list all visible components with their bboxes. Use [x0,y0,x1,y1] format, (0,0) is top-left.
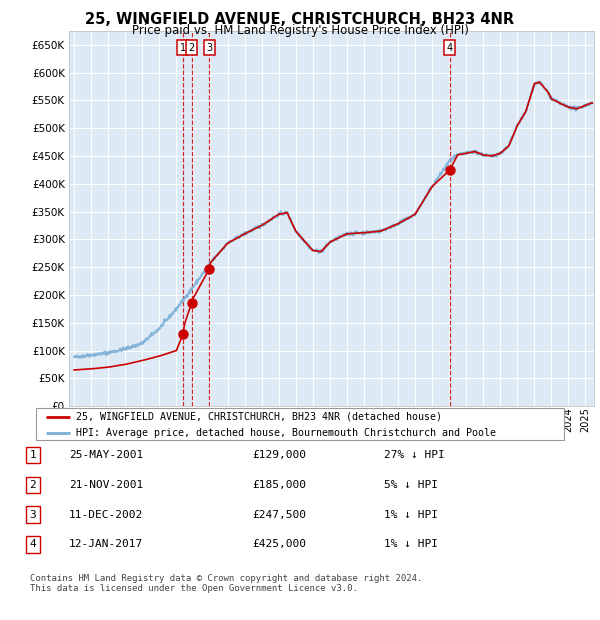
Text: Contains HM Land Registry data © Crown copyright and database right 2024.: Contains HM Land Registry data © Crown c… [30,574,422,583]
Text: 21-NOV-2001: 21-NOV-2001 [69,480,143,490]
Text: £247,500: £247,500 [252,510,306,520]
Text: 25-MAY-2001: 25-MAY-2001 [69,450,143,460]
Text: 5% ↓ HPI: 5% ↓ HPI [384,480,438,490]
Text: £129,000: £129,000 [252,450,306,460]
Text: 2: 2 [29,480,37,490]
Text: Price paid vs. HM Land Registry's House Price Index (HPI): Price paid vs. HM Land Registry's House … [131,24,469,37]
Text: 4: 4 [29,539,37,549]
Text: HPI: Average price, detached house, Bournemouth Christchurch and Poole: HPI: Average price, detached house, Bour… [76,428,496,438]
Text: 1: 1 [180,43,186,53]
Text: 12-JAN-2017: 12-JAN-2017 [69,539,143,549]
Text: £425,000: £425,000 [252,539,306,549]
Text: £185,000: £185,000 [252,480,306,490]
Text: 1% ↓ HPI: 1% ↓ HPI [384,539,438,549]
Text: 27% ↓ HPI: 27% ↓ HPI [384,450,445,460]
FancyBboxPatch shape [36,408,564,440]
Text: 25, WINGFIELD AVENUE, CHRISTCHURCH, BH23 4NR (detached house): 25, WINGFIELD AVENUE, CHRISTCHURCH, BH23… [76,412,442,422]
Text: 1: 1 [29,450,37,460]
Text: 11-DEC-2002: 11-DEC-2002 [69,510,143,520]
Text: 4: 4 [447,43,453,53]
Text: 25, WINGFIELD AVENUE, CHRISTCHURCH, BH23 4NR: 25, WINGFIELD AVENUE, CHRISTCHURCH, BH23… [85,12,515,27]
Text: 1% ↓ HPI: 1% ↓ HPI [384,510,438,520]
Text: This data is licensed under the Open Government Licence v3.0.: This data is licensed under the Open Gov… [30,584,358,593]
Text: 3: 3 [206,43,212,53]
Text: 3: 3 [29,510,37,520]
Text: 2: 2 [188,43,194,53]
